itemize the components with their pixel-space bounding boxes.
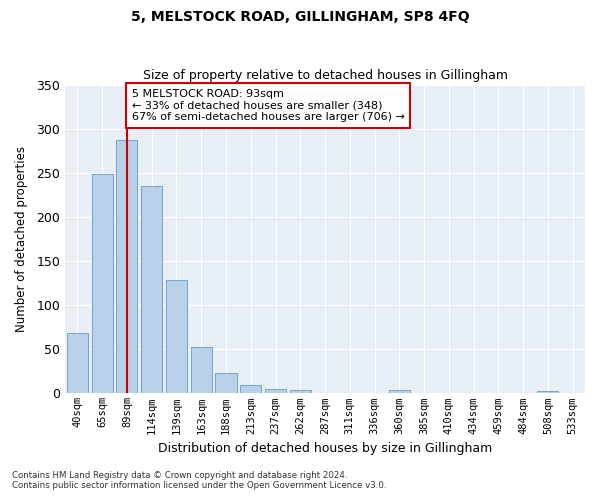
Bar <box>191 346 212 394</box>
Text: Contains HM Land Registry data © Crown copyright and database right 2024.
Contai: Contains HM Land Registry data © Crown c… <box>12 470 386 490</box>
X-axis label: Distribution of detached houses by size in Gillingham: Distribution of detached houses by size … <box>158 442 492 455</box>
Bar <box>116 140 137 394</box>
Bar <box>92 174 113 394</box>
Bar <box>389 390 410 394</box>
Text: 5 MELSTOCK ROAD: 93sqm
← 33% of detached houses are smaller (348)
67% of semi-de: 5 MELSTOCK ROAD: 93sqm ← 33% of detached… <box>132 89 405 122</box>
Bar <box>240 386 261 394</box>
Bar <box>67 334 88 394</box>
Bar <box>215 373 236 394</box>
Bar <box>141 186 162 394</box>
Y-axis label: Number of detached properties: Number of detached properties <box>15 146 28 332</box>
Bar <box>290 390 311 394</box>
Title: Size of property relative to detached houses in Gillingham: Size of property relative to detached ho… <box>143 69 508 82</box>
Bar <box>166 280 187 394</box>
Text: 5, MELSTOCK ROAD, GILLINGHAM, SP8 4FQ: 5, MELSTOCK ROAD, GILLINGHAM, SP8 4FQ <box>131 10 469 24</box>
Bar <box>265 389 286 394</box>
Bar <box>538 390 559 394</box>
